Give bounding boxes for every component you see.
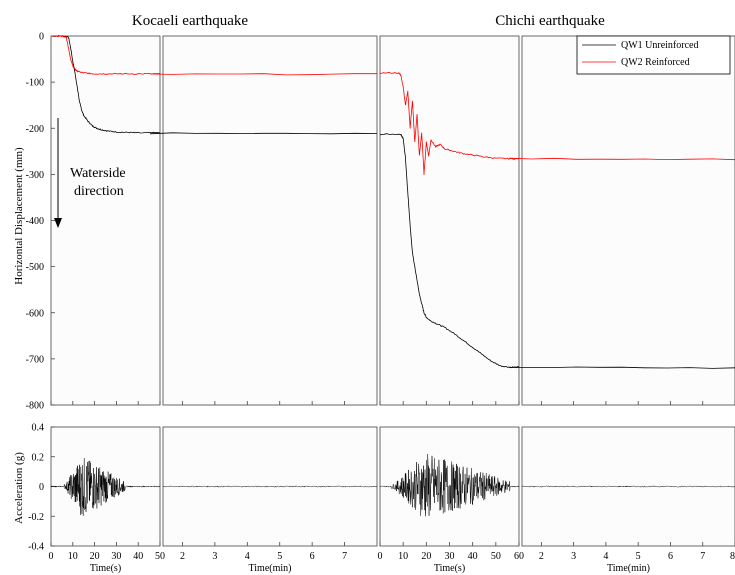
series-line-qw2 xyxy=(509,157,735,161)
x-tick-label: 40 xyxy=(133,551,143,562)
x-tick-label: 8 xyxy=(730,551,735,562)
legend-label-qw2: QW2 Reinforced xyxy=(621,57,690,68)
y-tick-label-acceleration: -0.2 xyxy=(28,512,44,523)
panel-displacement-2 xyxy=(379,35,520,406)
x-tick-label: 20 xyxy=(90,551,100,562)
x-tick-label: 50 xyxy=(491,551,501,562)
series-line-qw1 xyxy=(50,35,161,134)
panel-displacement-3 xyxy=(521,35,735,406)
x-tick-label: 0 xyxy=(378,551,383,562)
title-kocaeli: Kocaeli earthquake xyxy=(132,13,249,29)
chart-panels: 0 -100 -200 -300 -400 -500 -600 -700 -800 0.4 0.2 0… xyxy=(26,32,735,574)
x-tick-label: 10 xyxy=(398,551,408,562)
y-tick-label-displacement: -700 xyxy=(26,354,44,365)
panel-displacement-0 xyxy=(50,35,161,406)
y-tick-label-displacement: 0 xyxy=(39,32,44,43)
x-tick-label: 6 xyxy=(668,551,673,562)
series-line-qw1 xyxy=(149,132,378,135)
y-tick-label-displacement: -800 xyxy=(26,401,44,412)
y-axis-label-displacement: Horizontal Displacement (mm) xyxy=(13,147,25,285)
x-tick-label: 10 xyxy=(68,551,78,562)
x-tick-label: 7 xyxy=(342,551,347,562)
x-tick-label: 2 xyxy=(180,551,185,562)
x-tick-label: 4 xyxy=(603,551,608,562)
y-tick-label-displacement: -300 xyxy=(26,170,44,181)
series-line-qw2 xyxy=(149,73,377,76)
x-tick-label: 5 xyxy=(636,551,641,562)
y-tick-label-displacement: -100 xyxy=(26,78,44,89)
x-tick-label: 5 xyxy=(277,551,282,562)
x-tick-label: 4 xyxy=(245,551,250,562)
acceleration-trace-kocaeli-min xyxy=(162,485,377,488)
y-tick-label-acceleration: 0.4 xyxy=(32,423,45,434)
x-tick-label: 30 xyxy=(111,551,121,562)
y-axis-label-acceleration: Acceleration (g) xyxy=(13,452,25,524)
x-tick-label: 40 xyxy=(468,551,478,562)
panel-displacement-1 xyxy=(162,35,378,406)
x-tick-label: 3 xyxy=(212,551,217,562)
x-tick-label: 50 xyxy=(155,551,165,562)
legend-box xyxy=(576,35,731,75)
x-tick-label: 3 xyxy=(571,551,576,562)
x-tick-label: 60 xyxy=(514,551,524,562)
y-tick-label-displacement: -200 xyxy=(26,124,44,135)
x-tick-label: 0 xyxy=(49,551,54,562)
y-tick-label-acceleration: 0.2 xyxy=(32,452,45,463)
title-chichi: Chichi earthquake xyxy=(495,13,605,29)
y-tick-label-acceleration: -0.4 xyxy=(28,542,44,553)
x-tick-label: 20 xyxy=(421,551,431,562)
acceleration-trace-chichi xyxy=(379,454,520,517)
series-line-qw1 xyxy=(509,366,735,369)
x-tick-label: 30 xyxy=(445,551,455,562)
y-tick-label-acceleration: 0 xyxy=(39,482,44,493)
acceleration-trace-chichi-min xyxy=(521,485,735,488)
x-axis-label: Time(min) xyxy=(607,563,650,574)
series-line-qw2 xyxy=(51,34,161,75)
acceleration-trace-kocaeli xyxy=(50,458,161,516)
series-line-qw1 xyxy=(379,133,520,369)
y-tick-label-displacement: -400 xyxy=(26,216,44,227)
x-axis-label: Time(min) xyxy=(249,563,292,574)
annotation-arrow-head xyxy=(54,218,62,228)
annotation-waterside: Waterside xyxy=(70,166,126,181)
x-axis-label: Time(s) xyxy=(90,563,121,574)
x-tick-label: 6 xyxy=(310,551,315,562)
series-line-qw2 xyxy=(379,71,520,175)
y-tick-label-displacement: -500 xyxy=(26,262,44,273)
x-tick-label: 7 xyxy=(700,551,705,562)
legend: QW1 Unreinforced QW2 Reinforced xyxy=(576,35,731,75)
x-tick-label: 2 xyxy=(539,551,544,562)
annotation-direction: direction xyxy=(74,184,124,199)
legend-label-qw1: QW1 Unreinforced xyxy=(621,40,698,51)
x-axis-label: Time(s) xyxy=(434,563,465,574)
y-tick-label-displacement: -600 xyxy=(26,308,44,319)
